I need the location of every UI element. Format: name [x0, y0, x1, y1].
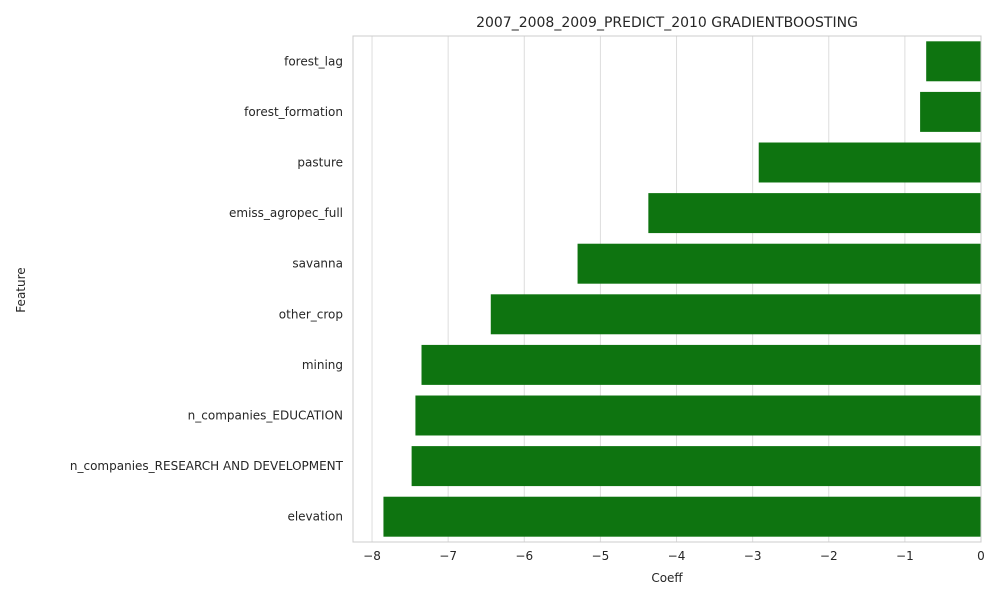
x-tick-label: 0	[977, 549, 985, 563]
bar-pasture	[758, 142, 981, 183]
y-tick-label: n_companies_EDUCATION	[188, 409, 343, 423]
chart-title: 2007_2008_2009_PREDICT_2010 GRADIENTBOOS…	[476, 15, 858, 31]
y-tick-label: mining	[302, 358, 343, 372]
bar-emiss-agropec-full	[648, 193, 981, 234]
x-tick-label: −8	[363, 549, 381, 563]
x-tick-label: −5	[592, 549, 610, 563]
x-tick-labels: −8 −7 −6 −5 −4 −3 −2 −1 0	[363, 549, 985, 563]
y-tick-label: savanna	[292, 257, 343, 271]
bar-n-companies-research-and-development	[411, 446, 981, 487]
bar-other-crop	[490, 294, 981, 335]
y-tick-label: forest_lag	[284, 54, 343, 68]
y-tick-label: pasture	[297, 156, 343, 170]
x-tick-label: −4	[668, 549, 686, 563]
x-tick-label: −1	[896, 549, 914, 563]
bars	[383, 41, 981, 537]
y-tick-label: other_crop	[279, 307, 343, 321]
bar-elevation	[383, 496, 981, 537]
x-tick-label: −7	[439, 549, 457, 563]
plot-frame	[352, 35, 982, 543]
x-tick-label: −6	[515, 549, 533, 563]
bar-mining	[421, 344, 981, 385]
y-tick-label: forest_formation	[244, 105, 343, 119]
x-tick-label: −2	[820, 549, 838, 563]
bar-forest-lag	[926, 41, 981, 82]
bar-savanna	[577, 243, 981, 284]
y-tick-label: emiss_agropec_full	[229, 206, 343, 220]
bar-n-companies-education	[415, 395, 981, 436]
x-axis-label: Coeff	[651, 571, 683, 585]
x-tick-label: −3	[744, 549, 762, 563]
y-tick-label: elevation	[287, 510, 343, 524]
bar-forest-formation	[920, 91, 981, 132]
y-tick-label: n_companies_RESEARCH AND DEVELOPMENT	[70, 459, 344, 473]
y-axis-label: Feature	[14, 267, 28, 312]
